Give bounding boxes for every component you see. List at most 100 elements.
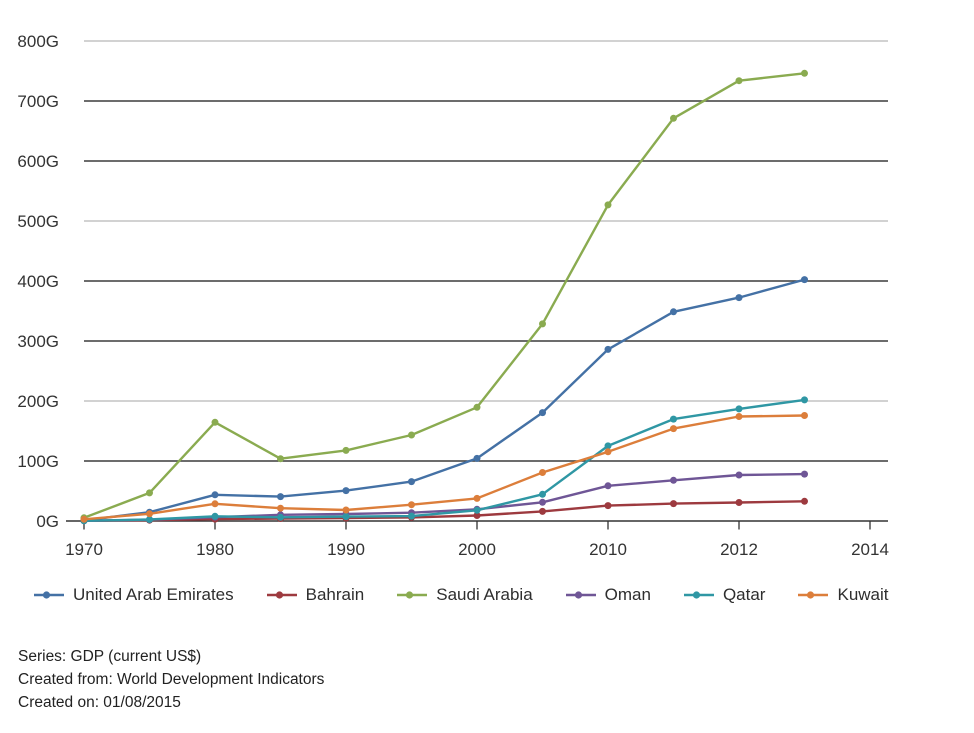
legend-label: United Arab Emirates	[73, 585, 234, 604]
point-kuwait-2010	[604, 448, 612, 456]
legend-marker-icon	[266, 591, 297, 599]
point-qatar-1975	[146, 516, 153, 523]
legend-label: Bahrain	[305, 585, 365, 604]
point-oman-2012	[735, 471, 743, 479]
y-tick-label-400G: 400G	[17, 272, 59, 291]
point-kuwait-2012	[735, 413, 743, 420]
point-kuwait-1985	[277, 504, 284, 512]
point-kuwait-1970	[80, 515, 88, 523]
point-kuwait-1980	[211, 500, 219, 508]
point-saudi-arabia-1975	[146, 489, 153, 497]
y-tick-label-500G: 500G	[17, 212, 59, 231]
point-qatar-2011	[670, 415, 677, 423]
point-united-arab-emirates-2013	[801, 276, 808, 284]
x-tick-label-2000: 2000	[458, 540, 496, 559]
point-qatar-2012	[735, 405, 743, 413]
point-saudi-arabia-2011	[670, 114, 677, 122]
point-kuwait-2005	[539, 469, 546, 476]
point-kuwait-1990	[342, 506, 350, 514]
point-qatar-2000	[473, 506, 481, 514]
point-kuwait-2013	[801, 412, 808, 419]
legend-marker-icon	[34, 591, 64, 599]
series-line-kuwait	[82, 414, 806, 521]
point-united-arab-emirates-1990	[342, 487, 350, 495]
point-qatar-2005	[539, 490, 546, 498]
point-bahrain-2011	[670, 500, 677, 508]
x-tick-label-1970: 1970	[65, 540, 103, 559]
legend-marker-icon	[683, 591, 714, 599]
point-kuwait-1995	[408, 501, 415, 509]
x-tick-label-2010: 2010	[589, 540, 627, 559]
legend-item-bahrain[interactable]: Bahrain	[266, 585, 365, 605]
gdp-line-chart: 1970 1980 1990 2000 2010 2012 2014 0G 100G 200G 30…	[17, 32, 889, 559]
point-saudi-arabia-2010	[604, 201, 612, 209]
legend-label: Oman	[604, 585, 651, 604]
point-saudi-arabia-2012	[735, 77, 743, 85]
point-bahrain-2012	[735, 499, 743, 506]
point-qatar-1980	[211, 512, 219, 520]
legend-item-saudi-arabia[interactable]: Saudi Arabia	[397, 585, 533, 605]
y-tick-label-100G: 100G	[17, 452, 59, 471]
point-saudi-arabia-2000	[473, 403, 481, 411]
point-united-arab-emirates-2011	[670, 308, 677, 316]
legend-marker-icon	[798, 591, 829, 599]
x-tick-label-1990: 1990	[327, 540, 365, 559]
point-saudi-arabia-1990	[342, 446, 350, 454]
point-oman-2010	[604, 482, 612, 490]
legend-item-qatar[interactable]: Qatar	[683, 585, 766, 605]
point-united-arab-emirates-1995	[408, 478, 415, 486]
y-tick-label-200G: 200G	[17, 392, 59, 411]
point-saudi-arabia-2013	[801, 69, 808, 77]
y-tick-label-800G: 800G	[17, 32, 59, 51]
x-tick-label-1980: 1980	[196, 540, 234, 559]
chart-legend: United Arab Emirates Bahrain Saudi Arabia O…	[34, 585, 889, 605]
point-bahrain-2005	[539, 507, 546, 515]
legend-item-kuwait[interactable]: Kuwait	[798, 585, 889, 605]
footer-series-line: Series: GDP (current US$)	[18, 648, 202, 665]
point-saudi-arabia-2005	[539, 320, 546, 328]
point-saudi-arabia-1995	[408, 431, 415, 439]
point-united-arab-emirates-1980	[211, 491, 219, 499]
chart-footer: Series: GDP (current US$) Created from: …	[18, 645, 324, 714]
point-united-arab-emirates-2012	[735, 294, 743, 302]
point-oman-2013	[801, 470, 808, 478]
point-kuwait-1975	[146, 510, 153, 518]
legend-item-united-arab-emirates[interactable]: United Arab Emirates	[34, 585, 234, 605]
point-qatar-2013	[801, 396, 808, 404]
point-united-arab-emirates-2005	[539, 409, 546, 417]
point-qatar-2010	[604, 442, 612, 450]
point-united-arab-emirates-1985	[277, 493, 284, 501]
y-tick-label-700G: 700G	[17, 92, 59, 111]
series-line-united-arab-emirates	[82, 278, 806, 522]
point-bahrain-2000	[473, 512, 481, 519]
series-line-saudi-arabia	[82, 72, 806, 519]
legend-label: Saudi Arabia	[436, 585, 533, 604]
legend-label: Qatar	[722, 585, 766, 604]
legend-marker-icon	[565, 591, 596, 599]
legend-item-oman[interactable]: Oman	[565, 585, 651, 605]
point-united-arab-emirates-2000	[473, 454, 481, 462]
y-tick-label-0G: 0G	[36, 512, 59, 531]
footer-created-on-line: Created on: 01/08/2015	[18, 694, 181, 711]
point-bahrain-2010	[604, 502, 612, 510]
x-tick-label-2014: 2014	[851, 540, 889, 559]
point-oman-2005	[539, 498, 546, 506]
footer-created-from-line: Created from: World Development Indicato…	[18, 671, 325, 688]
point-qatar-1995	[408, 512, 415, 520]
point-saudi-arabia-1980	[211, 418, 219, 426]
x-tick-label-2012: 2012	[720, 540, 758, 559]
y-tick-label-600G: 600G	[17, 152, 59, 171]
point-united-arab-emirates-2010	[604, 345, 612, 353]
point-kuwait-2011	[670, 425, 677, 433]
legend-marker-icon	[397, 591, 428, 599]
point-kuwait-2000	[473, 494, 481, 502]
point-qatar-1985	[277, 513, 284, 521]
series-line-qatar	[82, 398, 806, 522]
y-tick-label-300G: 300G	[17, 332, 59, 351]
legend-label: Kuwait	[837, 585, 889, 604]
point-qatar-1990	[342, 513, 350, 521]
point-oman-2011	[670, 476, 677, 484]
point-bahrain-2013	[801, 497, 808, 505]
point-saudi-arabia-1985	[277, 455, 284, 463]
series-line-bahrain	[82, 500, 806, 522]
